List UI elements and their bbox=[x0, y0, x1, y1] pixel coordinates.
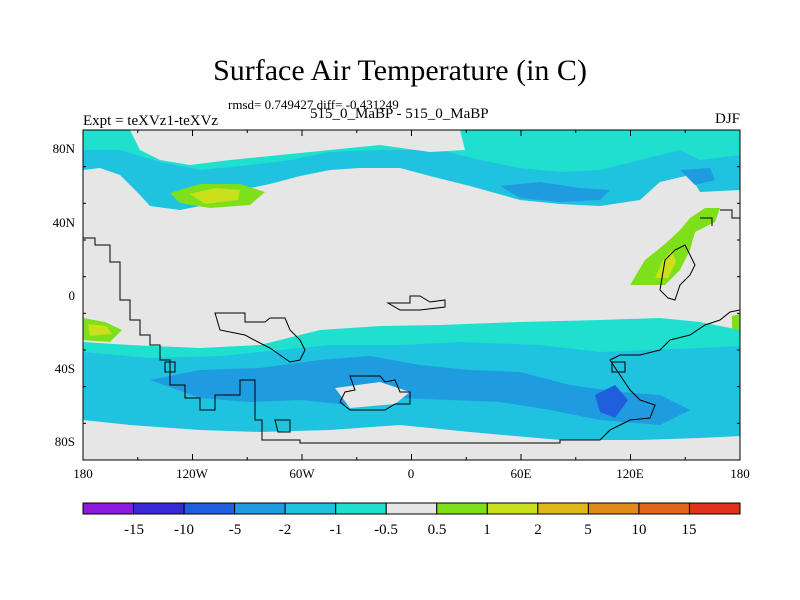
colorbar-swatch bbox=[688, 502, 741, 515]
continent-outline-7 bbox=[164, 361, 626, 433]
colorbar-label: -10 bbox=[174, 522, 194, 538]
y-tick-label: 0 bbox=[69, 288, 76, 303]
y-tick-label: 40S bbox=[55, 361, 75, 376]
warm-patch-east-core bbox=[655, 250, 676, 278]
colorbar-label: 0.5 bbox=[428, 522, 447, 538]
warm-patch-edge bbox=[732, 314, 740, 332]
colorbar-label: -0.5 bbox=[374, 522, 398, 538]
colorbar-swatch bbox=[587, 502, 640, 515]
x-tick-label: 180 bbox=[73, 466, 93, 481]
colorbar-swatch bbox=[486, 502, 539, 515]
colorbar-label: -15 bbox=[124, 522, 144, 538]
darker-north-patch-2 bbox=[680, 168, 715, 185]
colorbar bbox=[82, 502, 741, 515]
colorbar-swatch bbox=[638, 502, 690, 515]
colorbar-swatch bbox=[183, 502, 236, 515]
colorbar-label: 10 bbox=[632, 522, 647, 538]
colorbar-label: 2 bbox=[534, 522, 542, 538]
experiment-label: Expt = teXVz1-teXVz bbox=[83, 113, 219, 129]
colorbar-label: 5 bbox=[584, 522, 592, 538]
y-tick-label: 40N bbox=[53, 215, 76, 230]
colorbar-swatch bbox=[385, 502, 438, 515]
x-tick-label: 180 bbox=[730, 466, 750, 481]
south-grey-patch bbox=[335, 382, 410, 408]
colorbar-label: -5 bbox=[229, 522, 242, 538]
colorbar-swatch bbox=[436, 502, 488, 515]
colorbar-label: -2 bbox=[279, 522, 292, 538]
colorbar-label: -1 bbox=[330, 522, 343, 538]
continent-outline-5 bbox=[659, 244, 696, 301]
colorbar-label: 15 bbox=[682, 522, 697, 538]
continent-outline-6 bbox=[700, 209, 740, 226]
x-tick-label: 60W bbox=[289, 466, 315, 481]
colorbar-swatch bbox=[82, 502, 135, 515]
map-title: Surface Air Temperature (in C) bbox=[213, 54, 587, 87]
continent-outline-3 bbox=[386, 295, 446, 311]
y-axis-labels: 80N 40N 0 40S 80S bbox=[53, 141, 76, 449]
colorbar-swatch bbox=[537, 502, 589, 515]
map-field bbox=[83, 130, 740, 460]
colorbar-swatch bbox=[234, 502, 286, 515]
warm-patch-north-core bbox=[190, 188, 240, 204]
x-tick-label: 120E bbox=[616, 466, 644, 481]
colorbar-swatch bbox=[284, 502, 337, 515]
x-tick-label: 0 bbox=[408, 466, 415, 481]
y-axis-ticks bbox=[83, 129, 740, 461]
colorbar-swatch bbox=[335, 502, 387, 515]
x-axis-labels: 180 120W 60W 0 60E 120E 180 bbox=[73, 466, 750, 481]
y-tick-label: 80S bbox=[55, 434, 75, 449]
warm-patch-east bbox=[630, 208, 720, 285]
continent-outline-4 bbox=[339, 375, 411, 411]
warm-patch-west-core bbox=[88, 324, 112, 336]
y-tick-label: 80N bbox=[53, 141, 76, 156]
stats-line: rmsd= 0.749427 diff= -0.431249 bbox=[228, 97, 399, 112]
cool-region-south-deep bbox=[150, 356, 690, 425]
x-axis-ticks bbox=[82, 130, 741, 460]
colorbar-label: 1 bbox=[483, 522, 491, 538]
darker-north-patch bbox=[500, 182, 610, 202]
season-label: DJF bbox=[714, 111, 740, 127]
cool-region-south-darker bbox=[595, 385, 628, 418]
x-tick-label: 120W bbox=[176, 466, 209, 481]
colorbar-swatch bbox=[133, 502, 185, 515]
continent-outline-2 bbox=[214, 312, 306, 363]
colorbar-labels: -15 -10 -5 -2 -1 -0.5 0.5 1 2 5 10 15 bbox=[124, 522, 697, 538]
x-tick-label: 60E bbox=[511, 466, 532, 481]
grey-arctic bbox=[130, 130, 465, 165]
case-subtitle: 515_0_MaBP - 515_0_MaBP bbox=[310, 106, 489, 122]
southern-grey bbox=[83, 420, 740, 460]
continent-outline bbox=[83, 237, 740, 444]
